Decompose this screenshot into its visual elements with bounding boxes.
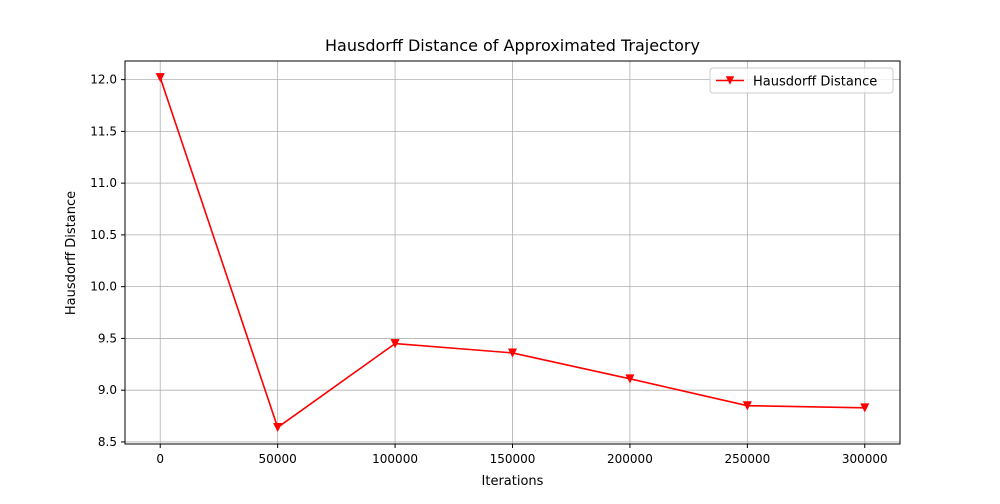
y-tick-label: 12.0 <box>90 73 117 87</box>
x-tick-label: 250000 <box>724 452 770 466</box>
data-point-marker <box>742 401 752 411</box>
y-tick-label: 9.0 <box>98 383 117 397</box>
y-tick-label: 9.5 <box>98 331 117 345</box>
legend-entry-label: Hausdorff Distance <box>753 75 877 90</box>
grid-lines <box>125 61 900 444</box>
data-point-marker <box>625 374 635 384</box>
x-axis-label: Iterations <box>482 474 544 489</box>
data-point-marker <box>273 422 283 433</box>
x-tick-label: 200000 <box>607 452 653 466</box>
y-tick-label: 11.0 <box>90 176 117 190</box>
y-tick-label: 10.0 <box>90 280 117 294</box>
legend-box <box>709 67 894 94</box>
x-tick-label: 0 <box>156 452 164 466</box>
legend: Hausdorff Distance <box>709 67 894 94</box>
x-tick-label: 100000 <box>372 452 418 466</box>
data-point-marker <box>155 73 165 83</box>
x-tick-label: 50000 <box>259 452 297 466</box>
data-point-marker <box>860 403 870 413</box>
tick-labels: 0 50000 100000 150000 200000 250000 300000 8.5 9… <box>90 73 887 466</box>
x-tick-label: 300000 <box>842 452 888 466</box>
legend-marker-swatch <box>725 76 735 85</box>
data-point-marker <box>507 348 518 358</box>
y-axis-label: Hausdorff Distance <box>64 191 79 315</box>
x-tick-label: 150000 <box>490 452 536 466</box>
y-tick-label: 10.5 <box>90 228 117 242</box>
series-layer <box>155 73 870 433</box>
data-point-marker <box>390 339 400 349</box>
chart-title: Hausdorff Distance of Approximated Traje… <box>325 36 700 55</box>
y-tick-label: 11.5 <box>90 124 117 138</box>
y-tick-label: 8.5 <box>98 435 117 449</box>
